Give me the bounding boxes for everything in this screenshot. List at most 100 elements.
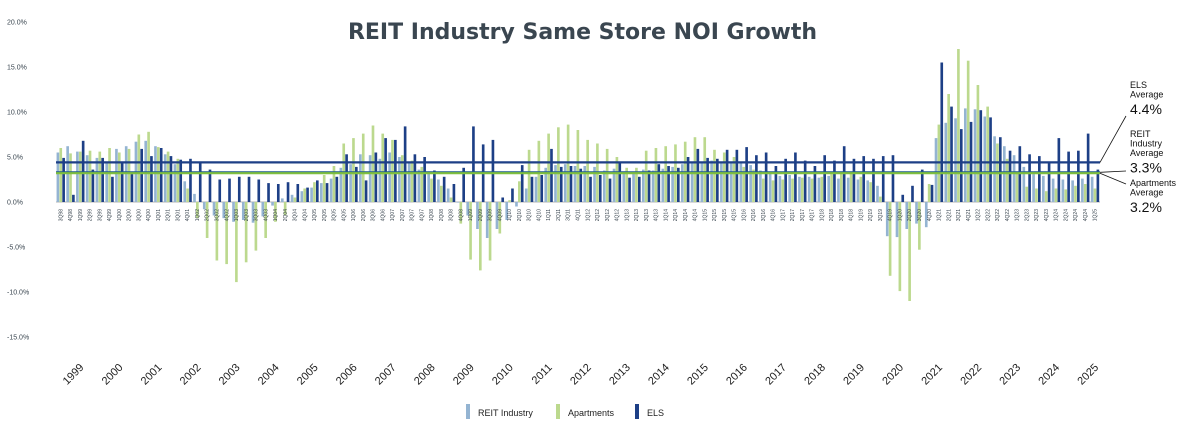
- bar-reit-industry: [1071, 180, 1074, 202]
- bar-apartments: [488, 202, 492, 261]
- year-label: 2009: [451, 362, 477, 388]
- bar-els: [637, 176, 641, 202]
- x-tick-label: 2Q14: [673, 209, 679, 221]
- bar-els: [1086, 133, 1090, 202]
- bar-els: [608, 178, 612, 202]
- annotation-label: Average: [1130, 188, 1163, 198]
- bar-apartments: [332, 166, 336, 202]
- bar-apartments: [761, 178, 765, 202]
- bar-reit-industry: [846, 177, 850, 202]
- bar-els: [306, 187, 309, 202]
- x-tick-label: 1Q23: [1015, 209, 1021, 221]
- bar-apartments: [293, 197, 297, 202]
- bar-apartments: [459, 202, 463, 224]
- x-tick-label: 4Q19: [888, 209, 894, 221]
- bar-apartments: [557, 127, 560, 202]
- year-label: 2007: [373, 362, 399, 388]
- x-tick-label: 2Q00: [127, 209, 133, 221]
- bar-els: [267, 183, 270, 202]
- bar-els: [1067, 151, 1070, 202]
- x-tick-label: 1Q20: [897, 209, 903, 221]
- bar-reit-industry: [954, 118, 957, 202]
- x-tick-label: 1Q01: [156, 209, 162, 221]
- bar-els: [355, 166, 358, 202]
- bar-reit-industry: [934, 138, 938, 202]
- bar-reit-industry: [417, 169, 421, 202]
- x-tick-label: 1Q08: [429, 209, 435, 221]
- bar-reit-industry: [222, 202, 226, 219]
- bar-els: [208, 169, 212, 202]
- bar-els: [540, 175, 544, 202]
- bar-reit-industry: [671, 166, 674, 202]
- x-tick-label: 2Q09: [478, 209, 484, 221]
- bar-apartments: [927, 184, 931, 202]
- x-tick-label: 4Q06: [380, 209, 386, 221]
- x-tick-label: 2Q24: [1063, 209, 1069, 221]
- bar-apartments: [254, 202, 258, 251]
- bar-reit-industry: [232, 202, 235, 222]
- x-tick-label: 2Q20: [907, 209, 913, 221]
- x-tick-label: 4Q17: [810, 209, 816, 221]
- bar-reit-industry: [85, 155, 89, 202]
- bar-apartments: [898, 202, 902, 292]
- bar-els: [520, 165, 524, 202]
- bar-els: [433, 170, 436, 202]
- bar-els: [247, 176, 251, 202]
- bar-apartments: [479, 202, 482, 271]
- x-tick-label: 2Q18: [829, 209, 835, 221]
- bar-reit-industry: [320, 183, 323, 202]
- bar-apartments: [1083, 184, 1087, 202]
- bar-reit-industry: [583, 166, 587, 202]
- bar-reit-industry: [729, 161, 733, 202]
- bar-reit-industry: [193, 193, 196, 202]
- bar-apartments: [361, 133, 365, 202]
- x-tick-label: 3Q99: [97, 209, 103, 221]
- bar-reit-industry: [807, 176, 811, 202]
- bar-els: [442, 176, 446, 202]
- bar-els: [628, 177, 631, 202]
- bar-els: [452, 184, 456, 202]
- x-tick-label: 4Q23: [1044, 209, 1050, 221]
- bar-apartments: [918, 202, 921, 250]
- x-tick-label: 4Q22: [1005, 209, 1011, 221]
- bar-els: [501, 197, 505, 202]
- bar-apartments: [322, 175, 326, 202]
- bar-reit-industry: [212, 202, 216, 216]
- x-tick-label: 4Q10: [536, 209, 542, 221]
- bar-els: [677, 167, 680, 202]
- bar-els: [618, 161, 622, 202]
- bar-reit-industry: [963, 108, 967, 202]
- x-tick-label: 2Q19: [868, 209, 874, 221]
- bar-apartments: [449, 197, 453, 202]
- x-tick-label: 4Q05: [341, 209, 347, 221]
- bar-els: [813, 166, 817, 202]
- bar-els: [920, 169, 924, 202]
- y-tick-label: 15.0%: [7, 65, 27, 72]
- x-tick-label: 2Q01: [166, 209, 172, 221]
- y-tick-label: -5.0%: [7, 245, 25, 252]
- x-tick-label: 1Q13: [624, 209, 630, 221]
- year-label: 2015: [685, 362, 711, 388]
- bar-reit-industry: [329, 178, 333, 202]
- bar-els: [130, 174, 134, 202]
- bar-apartments: [820, 176, 824, 202]
- annotation-label: REIT: [1130, 129, 1151, 139]
- year-label: 2002: [178, 362, 204, 388]
- bar-apartments: [635, 167, 638, 202]
- bar-els: [159, 148, 163, 202]
- x-tick-label: 1Q15: [702, 209, 708, 221]
- x-tick-label: 4Q24: [1083, 209, 1089, 221]
- year-label: 2025: [1075, 362, 1101, 388]
- bar-apartments: [703, 137, 707, 202]
- bar-apartments: [127, 148, 131, 202]
- bar-reit-industry: [349, 164, 352, 202]
- bar-apartments: [1064, 189, 1068, 202]
- x-tick-label: 1Q06: [351, 209, 357, 221]
- x-tick-label: 2Q12: [595, 209, 601, 221]
- year-label: 2024: [1036, 362, 1062, 388]
- bar-els: [803, 160, 807, 202]
- year-label: 2018: [802, 362, 828, 388]
- bar-reit-industry: [115, 148, 118, 202]
